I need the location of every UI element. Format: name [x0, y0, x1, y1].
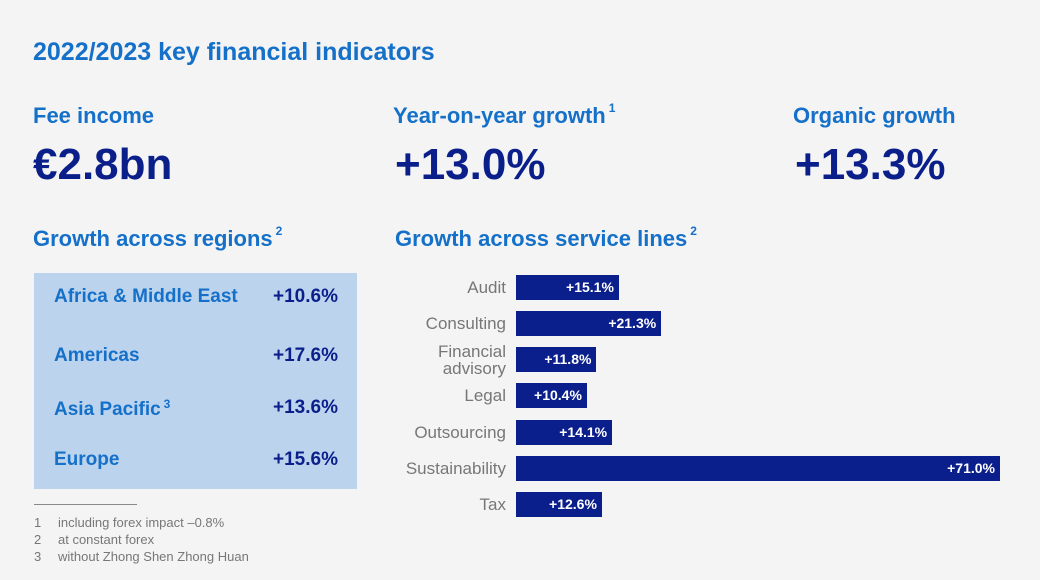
- kpi-label: Fee income: [33, 103, 155, 128]
- kpi-fee-income-value: €2.8bn: [33, 140, 173, 189]
- region-value: +10.6%: [273, 286, 338, 307]
- category-label: Outsourcing: [414, 422, 506, 442]
- footnote: 1 including forex impact –0.8%: [34, 515, 224, 530]
- regions-heading: Growth across regions 2: [33, 224, 283, 252]
- category-label: Consulting: [425, 313, 506, 333]
- footnote-text: including forex impact –0.8%: [58, 515, 225, 530]
- region-name: Europe: [54, 449, 120, 470]
- category-label: Audit: [467, 277, 506, 297]
- region-name-row: Asia Pacific 3: [54, 397, 171, 421]
- chart-title: Growth across service lines: [395, 226, 688, 251]
- kpi-organic-growth-label: Organic growth: [793, 103, 956, 129]
- category-label: Financial advisory: [437, 341, 506, 378]
- kpi-fee-income-label: Fee income: [33, 103, 154, 129]
- bar: +21.3%: [516, 310, 662, 336]
- kpi-organic-growth-value: +13.3%: [795, 140, 946, 189]
- data-label: +21.3%: [608, 314, 657, 331]
- regions-heading-text: Growth across regions: [33, 226, 273, 251]
- bar: +12.6%: [516, 492, 602, 518]
- footnote-number: 2: [34, 532, 42, 547]
- category-label: Tax: [479, 495, 506, 515]
- footnote-text: without Zhong Shen Zhong Huan: [58, 549, 249, 564]
- region-value: +13.6%: [273, 397, 338, 418]
- category-label: Legal: [464, 386, 506, 406]
- page-title: 2022/2023 key financial indicators: [33, 38, 435, 66]
- data-label: +14.1%: [559, 423, 608, 440]
- category-label: Sustainability: [405, 459, 506, 478]
- footnote-number: 1: [34, 515, 42, 530]
- footnote-ref: 2: [690, 224, 697, 238]
- bar: +15.1%: [516, 274, 619, 300]
- footnote-number: 3: [34, 549, 42, 564]
- region-value: +17.6%: [273, 345, 338, 366]
- service-lines-heading: Growth across service lines 2: [395, 224, 697, 252]
- footnote-divider: [34, 504, 137, 505]
- footnote-text: at constant forex: [58, 532, 155, 547]
- footnote: 2 at constant forex: [34, 532, 154, 547]
- bar: +14.1%: [516, 419, 613, 445]
- footnote: 3 without Zhong Shen Zhong Huan: [34, 549, 249, 564]
- data-label: +12.6%: [549, 496, 597, 513]
- kpi-yoy-growth-value: +13.0%: [395, 140, 546, 189]
- region-name: Americas: [54, 345, 140, 366]
- bar: +71.0%: [516, 456, 1000, 481]
- footnote-ref: 3: [163, 397, 171, 411]
- bar: +10.4%: [516, 383, 587, 409]
- data-label: +10.4%: [534, 387, 582, 404]
- region-name: Asia Pacific: [54, 399, 161, 420]
- data-label: +11.8%: [544, 351, 592, 368]
- data-label: +71.0%: [947, 460, 995, 476]
- kpi-yoy-growth-label: Year-on-year growth 1: [393, 101, 616, 129]
- footnote-ref: 2: [275, 224, 283, 238]
- bar: +11.8%: [516, 347, 597, 373]
- region-name: Africa & Middle East: [54, 286, 238, 307]
- kpi-label: Year-on-year growth: [393, 103, 606, 128]
- regions-table: [34, 273, 357, 489]
- data-label: +15.1%: [566, 278, 614, 295]
- kpi-label: Organic growth: [793, 103, 956, 128]
- region-value: +15.6%: [273, 449, 338, 470]
- footnote-ref: 1: [608, 101, 616, 115]
